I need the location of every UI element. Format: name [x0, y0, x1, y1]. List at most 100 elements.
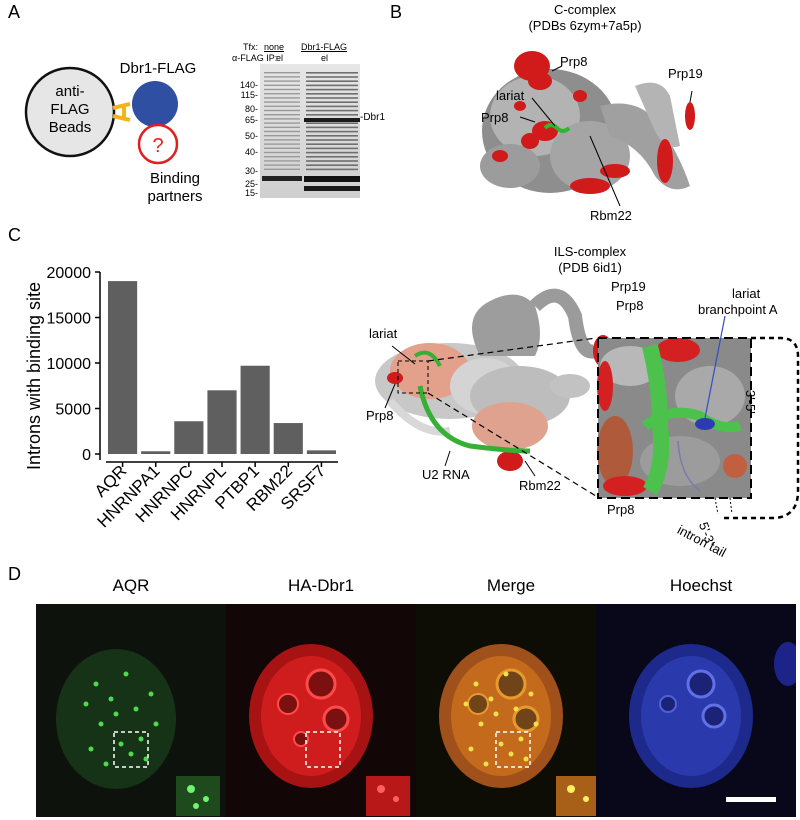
gel-band	[264, 118, 300, 120]
gel-band	[264, 135, 300, 137]
bar-ptbp1	[240, 365, 270, 454]
gel-band	[306, 76, 358, 78]
gel-band	[306, 164, 358, 166]
gel-band	[264, 101, 300, 103]
nuclear-speckle	[528, 691, 534, 697]
gel-marker: 140-	[239, 80, 258, 90]
gel-band	[264, 109, 300, 112]
gel-band	[306, 97, 358, 99]
partners-label-2: partners	[147, 188, 202, 205]
nuclear-speckle	[133, 706, 139, 712]
nuclear-speckle	[518, 736, 524, 742]
flag-beads-circle	[24, 66, 116, 158]
bar-srsf7	[306, 450, 337, 454]
c-complex-lariat	[543, 123, 571, 133]
beads-label-1: anti-	[55, 83, 84, 100]
gel-band	[264, 88, 300, 91]
nuclear-speckle	[153, 721, 159, 727]
c-prp8-top-label: Prp8	[560, 54, 588, 69]
beads-label-2: FLAG	[50, 101, 89, 118]
y-tick-label: 20000	[47, 265, 92, 282]
c-complex-title-1: C-complex	[553, 2, 617, 17]
zoom-prp8-top-label: Prp8	[616, 298, 644, 313]
y-tick-label: 5000	[55, 402, 91, 419]
gel-band	[306, 84, 358, 87]
bar-aqr	[107, 281, 138, 454]
gel-band	[306, 88, 358, 91]
c-lariat-label: lariat	[496, 88, 525, 103]
c-prp8-left-label: Prp8	[481, 110, 509, 125]
gel-band	[306, 105, 358, 108]
question-mark: ?	[152, 135, 163, 157]
gel-band	[264, 76, 300, 78]
panel-label-c: C	[8, 225, 21, 245]
nuclear-speckle	[533, 721, 539, 727]
nuclear-speckle	[118, 741, 124, 747]
gel-band	[264, 72, 300, 74]
panel-label-d: D	[8, 564, 21, 584]
nuclear-speckle	[463, 701, 469, 707]
ils-prp19-label: Prp19	[611, 279, 646, 294]
nuclear-speckle	[113, 711, 119, 717]
ils-u2-label: U2 RNA	[422, 467, 470, 482]
gel-band	[264, 114, 300, 116]
nuclear-speckle	[483, 761, 489, 767]
gel-band	[306, 114, 358, 116]
nuclear-speckle	[88, 746, 94, 752]
panel-label-a: A	[8, 2, 21, 22]
nuclear-speckle	[473, 681, 479, 687]
merge-image	[416, 604, 606, 817]
gel-marker: 25-	[244, 179, 258, 189]
binding-partner-circle	[137, 123, 179, 165]
gel-band	[306, 147, 358, 150]
gel-band	[306, 93, 358, 95]
gel-band	[264, 84, 300, 86]
ip-lane1: el	[276, 53, 284, 63]
western-gel	[260, 64, 360, 198]
gel-band	[306, 72, 358, 74]
gel-band	[264, 151, 300, 154]
tfx-lane1: none	[264, 42, 285, 52]
channel-title-merge: Merge	[486, 576, 536, 595]
gel-marker: 50-	[244, 131, 258, 141]
scale-bar	[726, 797, 776, 802]
ils-title-1: ILS-complex	[553, 244, 627, 259]
lane2-light-band	[304, 186, 360, 191]
gel-band	[264, 160, 300, 162]
zoom-prp8-bottom-label: Prp8	[607, 502, 635, 517]
nuclear-speckle	[488, 696, 494, 702]
dbr1-flag-circle	[132, 81, 178, 127]
lane1-heavy-band	[262, 176, 302, 181]
ils-zoom-box	[397, 360, 429, 394]
gel-band	[264, 130, 300, 133]
y-tick-label: 0	[82, 447, 91, 464]
ils-complex-structure	[375, 288, 800, 520]
zoom-3-5-label: 3'-5'	[743, 390, 758, 414]
nuclear-speckle	[148, 691, 154, 697]
bar-hnrnpl	[207, 390, 237, 454]
lane2-heavy-band	[304, 176, 360, 182]
gel-marker: 80-	[244, 104, 258, 114]
hoechst-image	[596, 604, 796, 817]
gel-band	[264, 156, 300, 158]
gel-band	[264, 97, 300, 99]
nuclear-speckle	[128, 751, 134, 757]
channel-title-ha-dbr1: HA-Dbr1	[287, 576, 355, 595]
nuclear-speckle	[513, 706, 519, 712]
gel-band	[264, 122, 300, 124]
nuclear-speckle	[93, 681, 99, 687]
zoom-lariat-label: lariat	[732, 286, 761, 301]
gel-band	[306, 101, 358, 103]
gel-band	[264, 126, 300, 128]
c-rbm22-label: Rbm22	[590, 208, 632, 223]
ils-prp8-label: Prp8	[366, 408, 394, 423]
nuclear-speckle	[138, 736, 144, 742]
bar-hnrnpc	[174, 421, 204, 454]
gel-band	[306, 126, 358, 129]
ils-rbm22-label: Rbm22	[519, 478, 561, 493]
c-complex-title-2: (PDBs 6zym+7a5p)	[528, 18, 642, 33]
gel-marker: 30-	[244, 166, 258, 176]
gel-band	[306, 160, 358, 162]
pulldown-schematic: ? anti- FLAG Beads Dbr1-FLAG Binding par…	[24, 60, 203, 205]
nuclear-speckle	[503, 671, 509, 677]
